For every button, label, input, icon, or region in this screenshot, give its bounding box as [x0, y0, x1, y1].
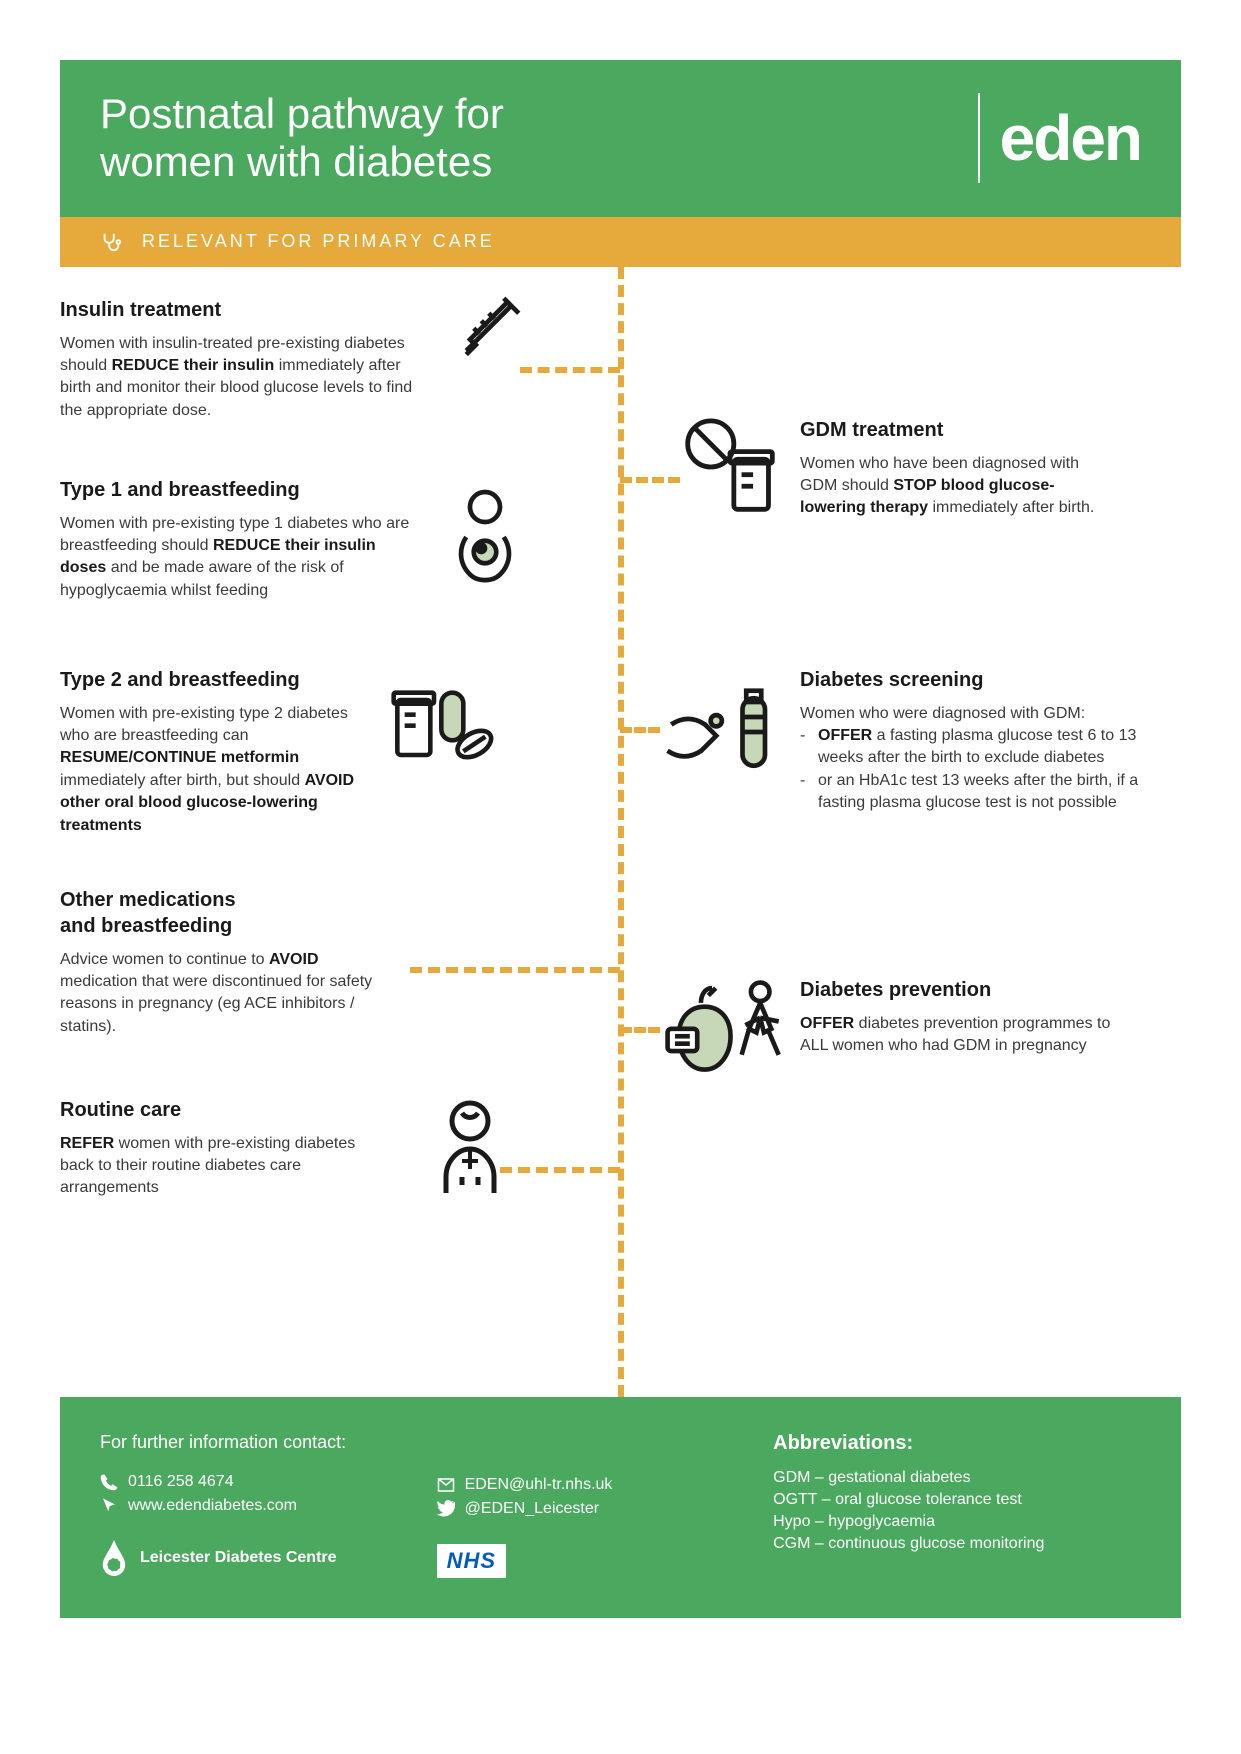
syringe-icon — [440, 287, 530, 382]
ldc-logo: Leicester Diabetes Centre — [100, 1540, 407, 1576]
prevention-icon — [660, 977, 790, 1082]
section-body: Women with pre-existing type 2 diabetes … — [60, 703, 370, 837]
section-title: Insulin treatment — [60, 297, 420, 323]
connector-line — [620, 727, 660, 733]
page-title: Postnatal pathway for women with diabete… — [100, 90, 504, 187]
section-body: OFFER diabetes prevention programmes to … — [800, 1013, 1120, 1058]
section-body: Women with insulin-treated pre-existing … — [60, 333, 420, 423]
section-title: Type 1 and breastfeeding — [60, 477, 420, 503]
section-intro: Women who were diagnosed with GDM: — [800, 703, 1140, 725]
logo: eden — [978, 93, 1141, 183]
drop-icon — [100, 1540, 128, 1576]
section-list: OFFER a fasting plasma glucose test 6 to… — [800, 725, 1140, 815]
logo-divider — [978, 93, 980, 183]
section-body: Women who have been diagnosed with GDM s… — [800, 453, 1120, 520]
subheader-text: RELEVANT FOR PRIMARY CARE — [142, 231, 495, 252]
section-othermeds: Other medications and breastfeeding Advi… — [60, 887, 390, 1039]
web-row: www.edendiabetes.com — [100, 1497, 407, 1515]
logo-text: eden — [1000, 101, 1141, 175]
connector-line — [410, 967, 620, 973]
section-title: GDM treatment — [800, 417, 1120, 443]
abbrev-item: Hypo – hypoglycaemia — [773, 1513, 1141, 1531]
abbrev-item: OGTT – oral glucose tolerance test — [773, 1491, 1141, 1509]
abbrev-item: CGM – continuous glucose monitoring — [773, 1535, 1141, 1553]
footer-col-contact: For further information contact: 0116 25… — [100, 1432, 407, 1578]
phone-icon — [100, 1473, 118, 1491]
twitter-icon — [437, 1500, 455, 1518]
doctor-icon — [430, 1097, 510, 1202]
abbrev-title: Abbreviations: — [773, 1432, 1141, 1455]
section-type1: Type 1 and breastfeeding Women with pre-… — [60, 477, 420, 603]
email-text: EDEN@uhl-tr.nhs.uk — [465, 1476, 613, 1494]
section-type2: Type 2 and breastfeeding Women with pre-… — [60, 667, 370, 837]
list-item: OFFER a fasting plasma glucose test 6 to… — [800, 725, 1140, 770]
footer-col-social: EDEN@uhl-tr.nhs.uk @EDEN_Leicester NHS — [437, 1432, 744, 1578]
nhs-logo: NHS — [437, 1544, 506, 1578]
section-title: Diabetes prevention — [800, 977, 1120, 1003]
cursor-icon — [100, 1497, 118, 1515]
content-area: Insulin treatment Women with insulin-tre… — [60, 267, 1181, 1397]
list-item: or an HbA1c test 13 weeks after the birt… — [800, 770, 1140, 815]
header-banner: Postnatal pathway for women with diabete… — [60, 60, 1181, 217]
connector-line — [620, 477, 680, 483]
footer: For further information contact: 0116 25… — [60, 1397, 1181, 1618]
section-title: Type 2 and breastfeeding — [60, 667, 370, 693]
email-icon — [437, 1476, 455, 1494]
breastfeeding-icon — [440, 487, 530, 592]
ldc-text: Leicester Diabetes Centre — [140, 1549, 337, 1567]
twitter-row: @EDEN_Leicester — [437, 1500, 744, 1518]
page: Postnatal pathway for women with diabete… — [0, 0, 1241, 1618]
web-text: www.edendiabetes.com — [128, 1497, 297, 1515]
vertical-dashed-line — [618, 267, 624, 1397]
footer-col-abbrev: Abbreviations: GDM – gestational diabete… — [773, 1432, 1141, 1578]
section-routine: Routine care REFER women with pre-existi… — [60, 1097, 380, 1200]
section-prevention: Diabetes prevention OFFER diabetes preve… — [800, 977, 1120, 1058]
section-title: Diabetes screening — [800, 667, 1140, 693]
section-body: Advice women to continue to AVOID medica… — [60, 949, 390, 1039]
connector-line — [500, 1167, 620, 1173]
twitter-text: @EDEN_Leicester — [465, 1500, 600, 1518]
section-body: Women with pre-existing type 1 diabetes … — [60, 513, 420, 603]
section-screening: Diabetes screening Women who were diagno… — [800, 667, 1140, 815]
pills-icon — [390, 677, 500, 772]
section-title: Other medications and breastfeeding — [60, 887, 390, 939]
connector-line — [620, 1027, 660, 1033]
phone-text: 0116 258 4674 — [128, 1473, 234, 1491]
section-insulin: Insulin treatment Women with insulin-tre… — [60, 297, 420, 423]
section-body: REFER women with pre-existing diabetes b… — [60, 1133, 380, 1200]
blood-test-icon — [660, 687, 780, 782]
phone-row: 0116 258 4674 — [100, 1473, 407, 1491]
connector-line — [520, 367, 620, 373]
contact-title: For further information contact: — [100, 1432, 407, 1453]
email-row: EDEN@uhl-tr.nhs.uk — [437, 1476, 744, 1494]
title-line-2: women with diabetes — [100, 138, 492, 185]
title-line-1: Postnatal pathway for — [100, 90, 504, 137]
stop-medication-icon — [680, 417, 780, 522]
section-gdm: GDM treatment Women who have been diagno… — [800, 417, 1120, 520]
stethoscope-icon — [100, 231, 122, 253]
subheader-banner: RELEVANT FOR PRIMARY CARE — [60, 217, 1181, 267]
abbrev-item: GDM – gestational diabetes — [773, 1469, 1141, 1487]
section-title: Routine care — [60, 1097, 380, 1123]
